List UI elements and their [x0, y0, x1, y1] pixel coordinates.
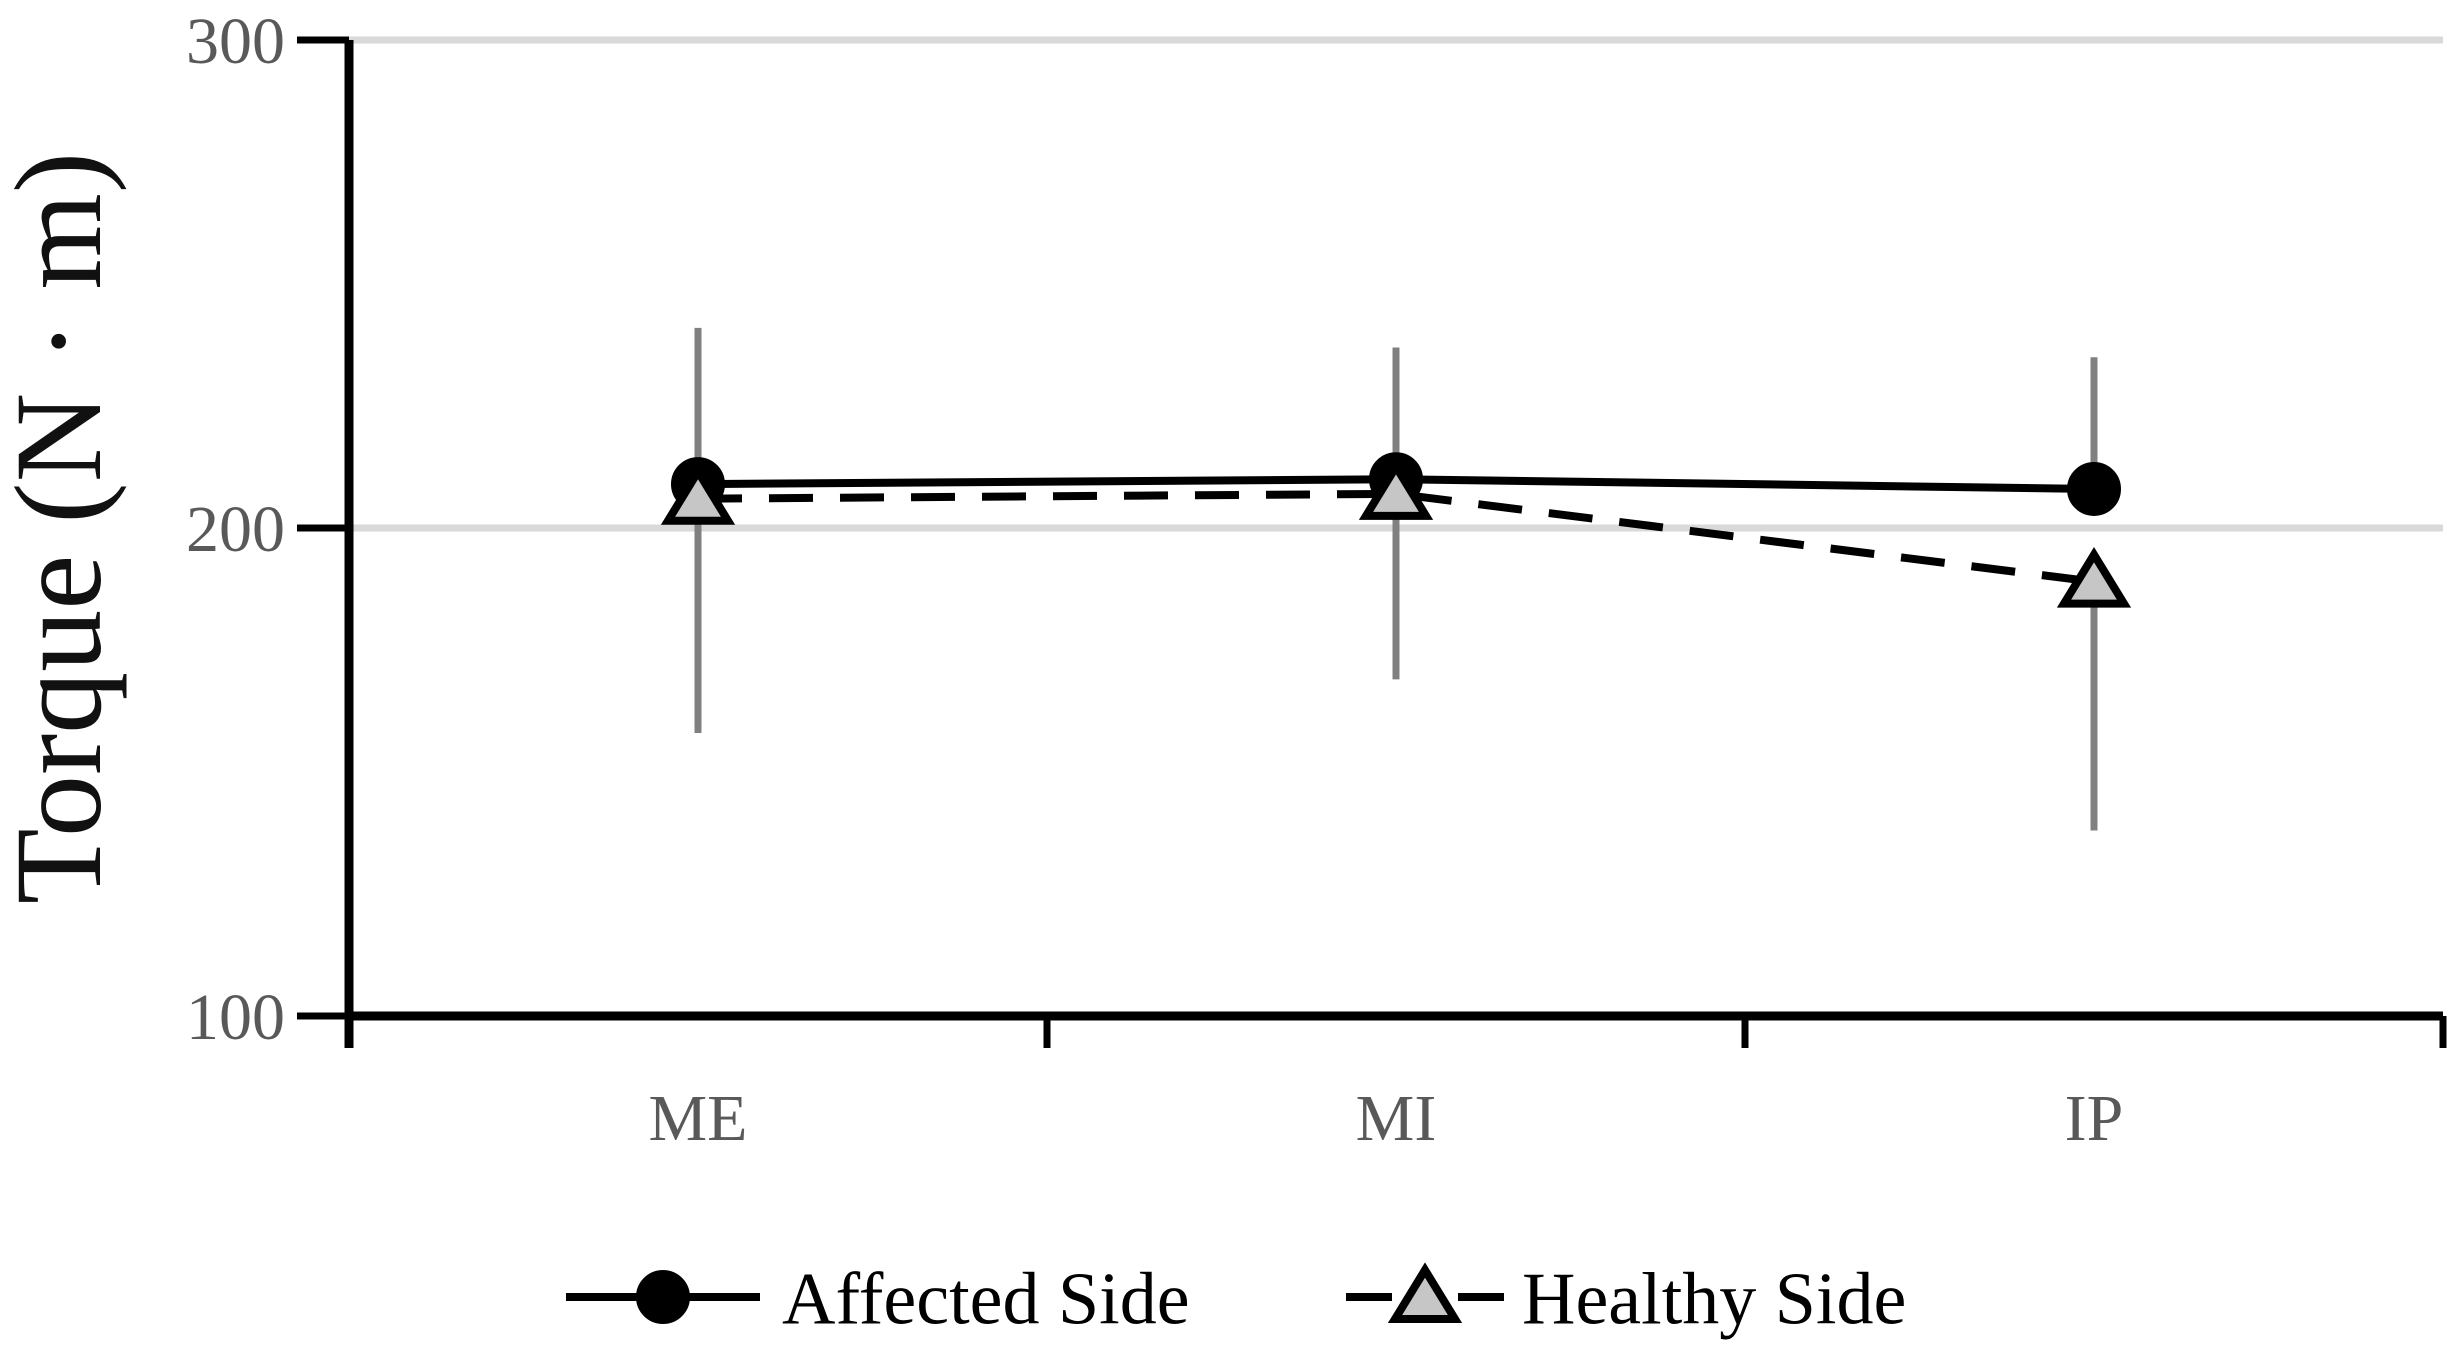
marker-triangle-healthy-side-me — [660, 464, 736, 525]
legend-marker-glyphs — [566, 1262, 1504, 1324]
legend: Affected Side Healthy Side — [566, 1259, 1906, 1341]
ytick-label-200: 200 — [186, 493, 285, 566]
series-markers — [660, 452, 2132, 608]
ytick-label-300: 300 — [186, 5, 285, 78]
error-bars — [694, 327, 2098, 831]
category-label-me: ME — [649, 1082, 748, 1155]
marker-triangle-healthy-side-ip — [2056, 547, 2132, 608]
category-label-ip: IP — [2065, 1082, 2124, 1155]
y-axis-tick-labels: 100 200 300 — [186, 5, 285, 1054]
y-axis-title: Torque (N · m) — [0, 152, 127, 904]
category-label-mi: MI — [1356, 1082, 1437, 1155]
legend-marker-triangle-healthy — [1387, 1262, 1463, 1323]
ytick-label-100: 100 — [186, 981, 285, 1054]
legend-label-affected-side: Affected Side — [782, 1259, 1190, 1341]
marker-circle-affected-side-ip — [2067, 461, 2121, 516]
x-axis-category-labels: ME MI IP — [649, 1082, 2124, 1155]
marker-triangle-healthy-side-mi — [1358, 459, 1434, 520]
legend-marker-circle-affected — [636, 1270, 690, 1324]
legend-label-healthy-side: Healthy Side — [1522, 1259, 1906, 1341]
line-healthy-side — [697, 489, 2095, 586]
axes — [297, 36, 2447, 1048]
